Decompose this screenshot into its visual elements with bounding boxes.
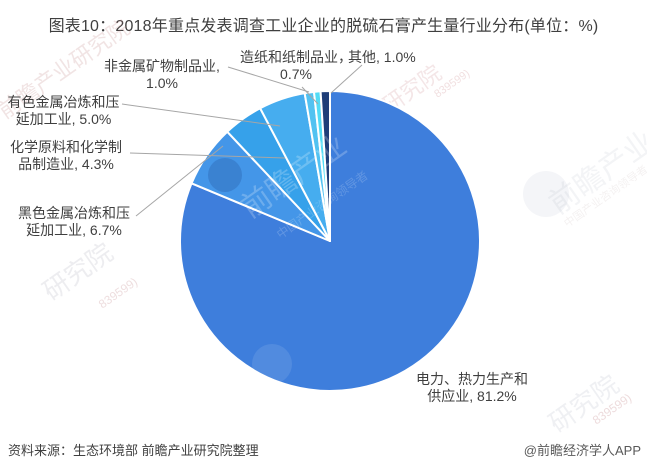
leader-line [129, 152, 286, 159]
label-chemical-line2: 品制造业, 4.3% [18, 156, 114, 172]
label-ferrous-line1: 黑色金属冶炼和压 [18, 205, 130, 221]
label-nonferrous: 有色金属冶炼和压 延加工业, 5.0% [0, 94, 127, 128]
pie-slice-1 [179, 90, 481, 392]
label-nonmetal-line1: 非金属矿物制品业, [104, 58, 220, 74]
label-nonferrous-line2: 延加工业, 5.0% [15, 111, 112, 127]
pie-slice-7 [319, 90, 331, 242]
label-power-line2: 供应业, 81.2% [427, 388, 517, 404]
label-paper: 造纸和纸制品业， 0.7% [236, 49, 356, 83]
leader-line [121, 103, 281, 127]
label-chemical: 化学原料和化学制 品制造业, 4.3% [2, 139, 130, 173]
label-other-line1: 其他, 1.0% [348, 49, 416, 65]
leader-line [330, 64, 363, 94]
label-nonmetal: 非金属矿物制品业, 1.0% [99, 58, 225, 92]
leader-line [301, 86, 319, 105]
credit-watermark: @前瞻经济学人APP [523, 443, 641, 458]
leader-line [135, 145, 224, 217]
page-title: 图表10：2018年重点发表调查工业企业的脱硫石膏产生量行业分布(单位：%) [48, 18, 599, 35]
label-other: 其他, 1.0% [348, 49, 416, 66]
label-power: 电力、热力生产和 供应业, 81.2% [403, 371, 541, 405]
leader-line [227, 66, 310, 93]
label-paper-line2: 0.7% [280, 66, 312, 82]
label-chemical-line1: 化学原料和化学制 [10, 139, 122, 155]
label-power-line1: 电力、热力生产和 [416, 371, 528, 387]
label-ferrous-line2: 延加工业, 6.7% [26, 222, 122, 238]
label-paper-line1: 造纸和纸制品业， [240, 49, 352, 65]
label-nonferrous-line1: 有色金属冶炼和压 [7, 94, 120, 110]
label-ferrous: 黑色金属冶炼和压 延加工业, 6.7% [10, 205, 138, 239]
label-nonmetal-line2: 1.0% [146, 75, 178, 91]
source-note: 资料来源：生态环境部 前瞻产业研究院整理 [8, 443, 259, 458]
